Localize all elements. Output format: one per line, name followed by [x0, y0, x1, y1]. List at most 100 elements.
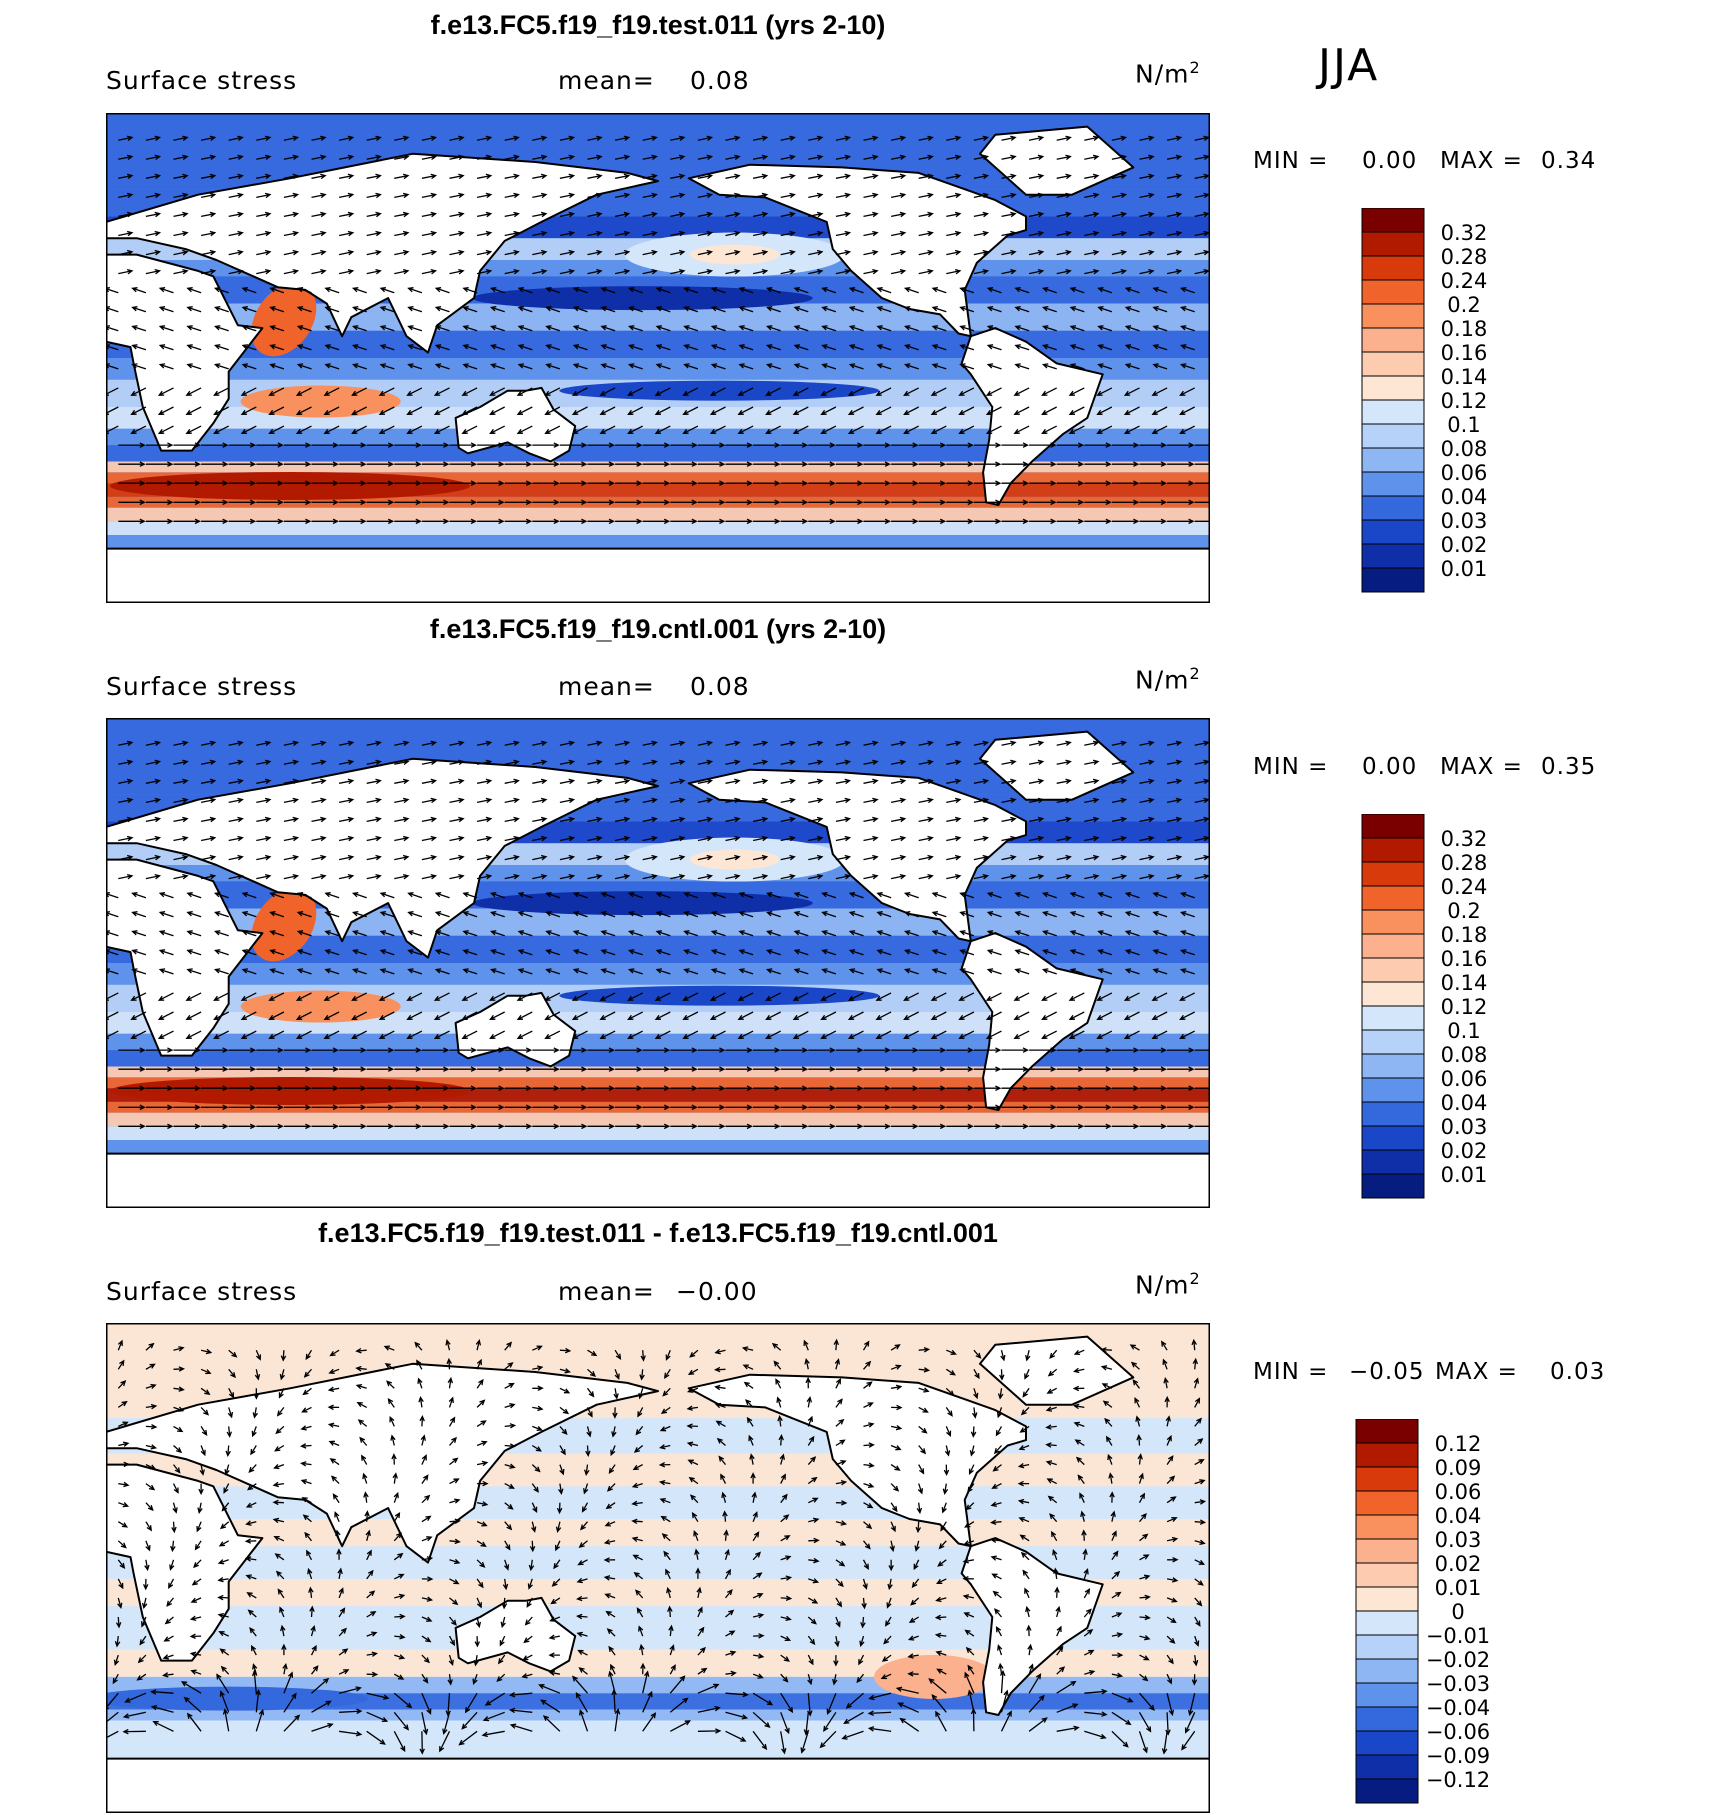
stress-vector — [311, 1047, 339, 1053]
stress-vector — [476, 835, 493, 842]
stress-vector — [1194, 268, 1210, 275]
stress-vector — [449, 1578, 460, 1585]
stress-vector — [256, 1085, 284, 1091]
stress-vector — [421, 1085, 450, 1091]
stress-vector — [394, 230, 410, 237]
stress-vector — [393, 1491, 399, 1503]
stress-vector — [434, 892, 450, 899]
stress-vector — [256, 499, 284, 506]
stress-vector — [118, 230, 134, 237]
stress-vector — [474, 1636, 480, 1648]
stress-vector — [967, 1483, 975, 1493]
stress-vector — [476, 1420, 487, 1427]
stress-vector — [655, 911, 671, 918]
stress-vector — [1111, 442, 1140, 448]
stress-vector — [725, 1104, 753, 1111]
stress-vector — [1139, 135, 1155, 142]
stress-vector — [200, 211, 217, 218]
stress-vector — [808, 797, 824, 804]
stress-vector — [173, 480, 201, 486]
stress-vector — [967, 1664, 975, 1675]
stress-vector — [1001, 442, 1029, 448]
stress-vector — [1124, 325, 1140, 332]
stress-vector — [973, 154, 990, 161]
stress-vector — [131, 325, 147, 332]
stress-vector — [449, 1597, 459, 1606]
stress-vector — [890, 192, 907, 199]
stress-vector — [296, 306, 312, 313]
stress-vector — [614, 211, 631, 218]
stress-vector — [587, 461, 616, 467]
colorbar-tick-label: −0.09 — [1426, 1744, 1490, 1768]
stress-vector — [863, 1104, 891, 1111]
stress-vector — [863, 740, 879, 747]
stress-vector — [256, 461, 284, 467]
stress-vector — [269, 325, 285, 332]
stress-vector — [339, 1123, 367, 1130]
stress-vector — [808, 1578, 820, 1584]
stress-vector — [918, 835, 934, 842]
stress-vector — [445, 1339, 451, 1351]
stress-vector — [1053, 1567, 1059, 1579]
stress-vector — [213, 287, 229, 294]
stress-vector — [576, 1577, 588, 1584]
stress-vectors — [106, 1338, 1207, 1755]
land-outline — [979, 1335, 1135, 1406]
stress-vector — [971, 1407, 978, 1419]
stress-vector — [1017, 1480, 1030, 1487]
stress-vector — [339, 1708, 363, 1715]
stress-vector — [1194, 1479, 1206, 1485]
stress-vector — [908, 1616, 920, 1623]
stress-vector — [714, 1402, 726, 1409]
stress-blob — [110, 1076, 470, 1105]
stress-vector — [1096, 1011, 1113, 1020]
stress-vector — [835, 740, 852, 747]
stress-vector — [697, 1683, 720, 1694]
stress-vector — [476, 1399, 486, 1408]
stress-vector — [835, 442, 864, 448]
stress-vector — [476, 135, 493, 142]
stress-vector — [173, 135, 189, 142]
stress-vector — [780, 854, 796, 861]
stress-vector — [145, 1342, 155, 1351]
stress-vector — [476, 1559, 486, 1568]
stress-vector — [835, 1377, 841, 1389]
colorbar-swatch-11 — [1355, 1682, 1419, 1708]
stress-vector — [752, 211, 769, 218]
stress-vector — [725, 518, 754, 525]
stress-vector — [327, 1404, 340, 1411]
stress-vector — [738, 325, 754, 332]
stress-vector — [1028, 230, 1045, 237]
stress-vector — [931, 968, 947, 975]
colorbar-tick-label: 0.03 — [1441, 1115, 1488, 1139]
stress-vector — [118, 797, 134, 804]
stress-vector — [572, 930, 588, 937]
stress-vector — [476, 816, 493, 823]
stress-vector — [484, 1692, 506, 1706]
stress-vector — [931, 892, 947, 899]
stress-vector — [1056, 740, 1072, 747]
stress-vector — [1166, 1693, 1175, 1717]
stress-vector — [250, 1445, 257, 1456]
stress-vector — [145, 192, 162, 199]
stress-vector — [185, 992, 202, 1001]
stress-vector — [670, 230, 686, 237]
stress-vector — [1161, 1340, 1168, 1351]
stress-vector — [311, 873, 327, 880]
stress-vector — [741, 1346, 754, 1352]
stress-vector — [137, 1654, 147, 1664]
stress-vector — [753, 499, 781, 506]
stress-vector — [323, 992, 340, 1001]
stress-vector — [351, 406, 367, 415]
stress-vector — [228, 518, 257, 525]
stress-vector — [683, 344, 699, 351]
stress-vector — [1028, 740, 1045, 747]
stress-vector — [296, 363, 312, 370]
stress-vector — [504, 854, 520, 861]
stress-vector — [1167, 1047, 1195, 1053]
stress-vector — [504, 230, 520, 237]
stress-vector — [1028, 173, 1045, 180]
stress-vector — [338, 740, 355, 747]
stress-vector — [1018, 1516, 1030, 1523]
stress-vector — [581, 1502, 589, 1513]
